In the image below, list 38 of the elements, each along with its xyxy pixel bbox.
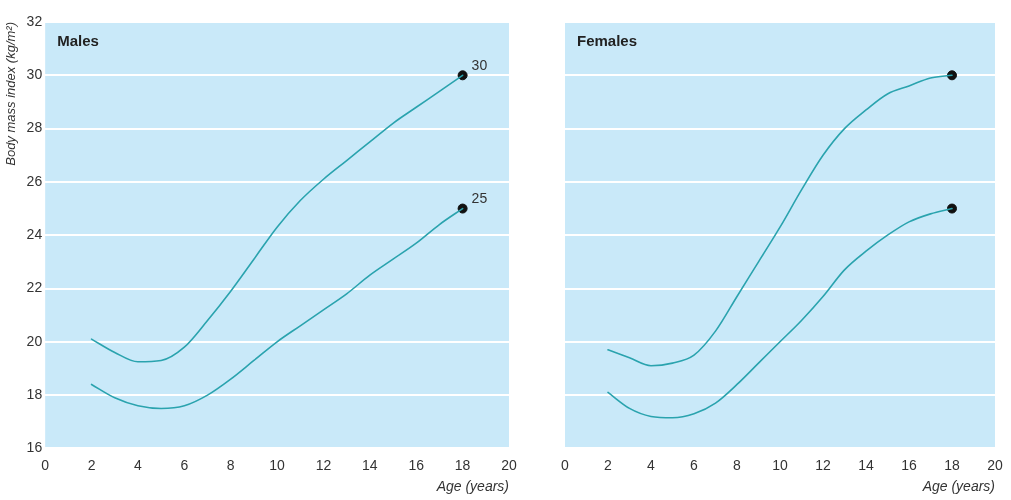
x-tick-label: 18 [944, 456, 960, 473]
x-tick-label: 2 [604, 456, 613, 473]
text: Males [57, 31, 99, 49]
x-tick-label: 0 [41, 456, 50, 473]
x-tick-label: 12 [315, 456, 332, 473]
annotation: 25 [471, 190, 488, 207]
x-tick-label: 20 [501, 456, 517, 473]
annotation: 30 [471, 57, 488, 74]
x-tick-label: 10 [269, 456, 286, 473]
x-tick-label: 12 [815, 456, 831, 473]
x-tick-label: 16 [901, 456, 917, 473]
y-tick-label: 26 [26, 172, 43, 189]
x-tick-label: 16 [408, 456, 425, 473]
x-tick-label: 8 [733, 456, 742, 473]
x-tick-label: 14 [858, 456, 874, 473]
x-axis-title: Age (years) [435, 478, 509, 495]
x-tick-label: 20 [987, 456, 1003, 473]
y-axis-title: Body mass index (kg/m²) [3, 22, 19, 166]
y-tick-label: 28 [26, 119, 43, 136]
x-tick-label: 0 [561, 456, 570, 473]
x-tick-label: 4 [647, 456, 656, 473]
y-tick-label: 20 [26, 332, 43, 349]
y-tick-label: 22 [26, 279, 43, 296]
x-tick-label: 18 [454, 456, 471, 473]
y-tick-label: 18 [26, 385, 43, 402]
x-tick-label: 14 [362, 456, 378, 473]
x-tick-label: 10 [772, 456, 788, 473]
x-tick-label: 8 [226, 456, 235, 473]
x-axis-title: Age (years) [921, 478, 995, 495]
y-tick-label: 30 [26, 66, 43, 83]
text: Females [577, 31, 638, 49]
y-tick-label: 32 [26, 12, 43, 29]
x-tick-label: 6 [690, 456, 699, 473]
y-tick-label: 16 [26, 439, 43, 456]
y-tick-label: 24 [26, 226, 43, 243]
x-tick-label: 2 [87, 456, 96, 473]
x-tick-label: 6 [180, 456, 189, 473]
x-tick-label: 4 [134, 456, 143, 473]
